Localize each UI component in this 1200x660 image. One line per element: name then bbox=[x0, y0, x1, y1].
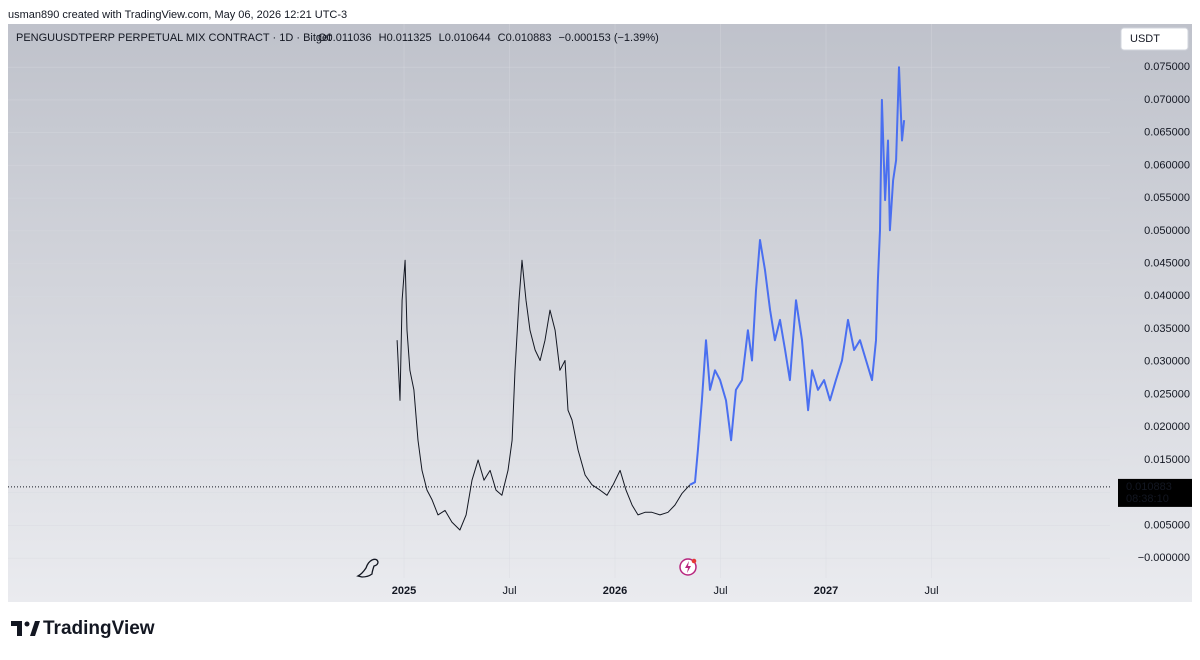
brand-logo bbox=[11, 621, 40, 636]
last-price-box bbox=[1118, 478, 1192, 507]
chart-background bbox=[8, 24, 1192, 602]
ohlc-value: H0.011325 bbox=[379, 32, 432, 44]
y-tick-label: 0.070000 bbox=[1144, 94, 1190, 106]
y-tick-label: 0.030000 bbox=[1144, 356, 1190, 368]
y-tick-label: 0.045000 bbox=[1144, 257, 1190, 269]
symbol: PENGUUSDTPERP PERPETUAL MIX CONTRACT · 1… bbox=[16, 32, 331, 44]
x-tick-label: 2027 bbox=[814, 585, 838, 597]
x-tick-label: 2025 bbox=[392, 585, 416, 597]
x-tick-label: 2026 bbox=[603, 585, 627, 597]
ohlc-value: C0.010883 bbox=[498, 32, 552, 44]
x-tick-label: Jul bbox=[502, 585, 516, 597]
y-tick-label: −0.000000 bbox=[1138, 552, 1190, 564]
y-tick-label: 0.020000 bbox=[1144, 421, 1190, 433]
y-tick-label: 0.065000 bbox=[1144, 127, 1190, 139]
y-tick-label: 0.005000 bbox=[1144, 519, 1190, 531]
price-line bbox=[396, 259, 691, 531]
y-tick-label: 0.060000 bbox=[1144, 159, 1190, 171]
brand: TradingView bbox=[43, 618, 155, 639]
last-price-label: 0.010883 bbox=[1126, 481, 1172, 493]
ohlc-value: −0.000153 (−1.39%) bbox=[558, 32, 658, 44]
ohlc-value: L0.010644 bbox=[439, 32, 491, 44]
event-icon bbox=[679, 558, 697, 576]
credit: usman890 created with TradingView.com, M… bbox=[8, 9, 347, 21]
logo-icon bbox=[356, 558, 379, 578]
y-tick-label: 0.035000 bbox=[1144, 323, 1190, 335]
x-tick-label: Jul bbox=[924, 585, 938, 597]
y-tick-label: 0.075000 bbox=[1144, 61, 1190, 73]
ohlc-value: O0.011036 bbox=[318, 32, 372, 44]
y-tick-label: 0.055000 bbox=[1144, 192, 1190, 204]
ohlc-legend: O0.011036 H0.011325 L0.010644 C0.010883 −0.0… bbox=[318, 32, 659, 44]
x-tick-label: Jul bbox=[713, 585, 727, 597]
price-line bbox=[689, 66, 906, 486]
currency[interactable]: USDT bbox=[1130, 33, 1160, 45]
y-tick-label: 0.050000 bbox=[1144, 225, 1190, 237]
countdown: 08:38:10 bbox=[1126, 493, 1169, 505]
y-tick-label: 0.025000 bbox=[1144, 388, 1190, 400]
y-tick-label: 0.040000 bbox=[1144, 290, 1190, 302]
currency-button[interactable] bbox=[1120, 27, 1189, 51]
y-tick-label: 0.015000 bbox=[1144, 454, 1190, 466]
